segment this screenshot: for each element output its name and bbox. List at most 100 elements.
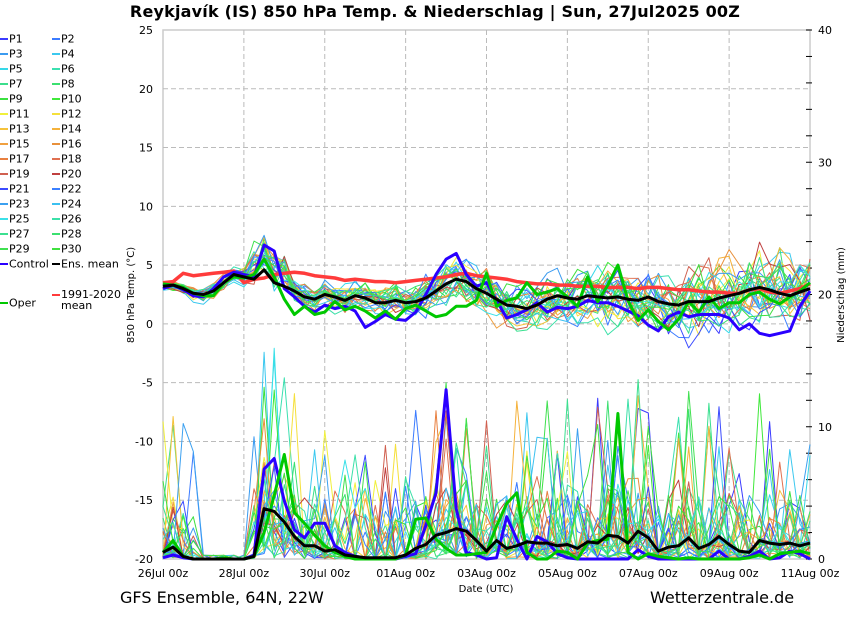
- legend-swatch: [52, 83, 60, 85]
- y-tick-label: 0: [146, 318, 153, 331]
- legend-label: P28: [61, 227, 82, 241]
- legend-label: P10: [61, 92, 82, 106]
- y2-tick-label: 40: [818, 24, 832, 37]
- legend-label: P17: [9, 152, 30, 166]
- legend-swatch: [52, 128, 60, 130]
- y2-tick-label: 20: [818, 289, 832, 302]
- legend-item: Control: [0, 257, 49, 271]
- y2-tick-label: 10: [818, 421, 832, 434]
- legend-swatch: [0, 53, 8, 55]
- y-tick-label: -10: [135, 435, 153, 448]
- legend-swatch: [0, 143, 8, 145]
- legend-swatch: [0, 302, 8, 304]
- legend-item: P3: [0, 47, 23, 61]
- legend-swatch: [0, 113, 8, 115]
- legend-swatch: [52, 98, 60, 100]
- legend-swatch: [0, 38, 8, 40]
- legend-swatch: [52, 173, 60, 175]
- y-tick-label: 5: [146, 259, 153, 272]
- legend-item: P1: [0, 32, 23, 46]
- member-precip-line-p28: [162, 408, 811, 560]
- legend-item: P28: [52, 227, 82, 241]
- legend-swatch: [0, 263, 8, 265]
- legend-label: P22: [61, 182, 82, 196]
- legend-label: P7: [9, 77, 23, 91]
- legend-swatch: [52, 203, 60, 205]
- y-tick-label: 25: [139, 24, 153, 37]
- legend-item: P15: [0, 137, 30, 151]
- y-tick-label: -20: [135, 553, 153, 566]
- legend-label: P29: [9, 242, 30, 256]
- ens-mean-temp-line: [162, 268, 811, 311]
- legend-swatch: [52, 263, 60, 265]
- legend-label: P13: [9, 122, 30, 136]
- legend-item: P17: [0, 152, 30, 166]
- legend-label: P20: [61, 167, 82, 181]
- legend-item: P14: [52, 122, 82, 136]
- legend-swatch: [0, 68, 8, 70]
- y2-axis-title: Niederschlag (mm): [836, 247, 847, 343]
- legend-item: P23: [0, 197, 30, 211]
- legend-item: P22: [52, 182, 82, 196]
- legend-label: P8: [61, 77, 75, 91]
- x-tick-label: 30Jul 00z: [299, 567, 350, 580]
- member-temp-line-p30: [162, 257, 811, 318]
- legend-label: P3: [9, 47, 23, 61]
- x-tick-label: 07Aug 00z: [619, 567, 678, 580]
- footer-source: GFS Ensemble, 64N, 22W: [120, 588, 324, 607]
- legend-swatch: [52, 248, 60, 250]
- y-tick-label: -5: [142, 377, 153, 390]
- legend-label: Control: [9, 257, 49, 271]
- legend-swatch: [52, 53, 60, 55]
- legend-item: P16: [52, 137, 82, 151]
- legend-swatch: [0, 173, 8, 175]
- legend-label: P26: [61, 212, 82, 226]
- legend-item: P5: [0, 62, 23, 76]
- legend-label: P21: [9, 182, 30, 196]
- legend-swatch: [52, 293, 60, 296]
- legend-label: P5: [9, 62, 23, 76]
- legend-swatch: [52, 158, 60, 160]
- legend-swatch: [52, 68, 60, 70]
- legend-label: P24: [61, 197, 82, 211]
- footer-site[interactable]: Wetterzentrale.de: [650, 588, 795, 607]
- x-tick-label: 26Jul 00z: [138, 567, 189, 580]
- x-tick-label: 01Aug 00z: [376, 567, 435, 580]
- legend-swatch: [0, 98, 8, 100]
- legend-label: P11: [9, 107, 30, 121]
- legend-label: P18: [61, 152, 82, 166]
- legend-item: P27: [0, 227, 30, 241]
- legend-label: P15: [9, 137, 30, 151]
- legend-item: P30: [52, 242, 82, 256]
- legend-swatch: [52, 113, 60, 115]
- legend-item: P21: [0, 182, 30, 196]
- control-temp-line: [162, 243, 812, 338]
- legend-item: P4: [52, 47, 75, 61]
- y-tick-label: -15: [135, 494, 153, 507]
- x-tick-label: 03Aug 00z: [457, 567, 516, 580]
- legend-label: P6: [61, 62, 75, 76]
- legend-swatch: [52, 218, 60, 220]
- legend-label: P12: [61, 107, 82, 121]
- y-tick-label: 15: [139, 142, 153, 155]
- legend-item: P11: [0, 107, 30, 121]
- legend-label: P14: [61, 122, 82, 136]
- y2-tick-label: 30: [818, 156, 832, 169]
- legend-item: Oper: [0, 296, 36, 310]
- member-precip-line-p26: [162, 398, 811, 560]
- legend-swatch: [0, 248, 8, 250]
- member-temp-line-p29: [162, 240, 811, 321]
- legend-label: P9: [9, 92, 23, 106]
- legend-label: P19: [9, 167, 30, 181]
- legend-item: P13: [0, 122, 30, 136]
- legend-item: P9: [0, 92, 23, 106]
- legend-swatch: [0, 233, 8, 235]
- legend-label: P30: [61, 242, 82, 256]
- x-tick-label: 28Jul 00z: [219, 567, 270, 580]
- legend-item: P10: [52, 92, 82, 106]
- legend-swatch: [52, 143, 60, 145]
- y-tick-label: 10: [139, 200, 153, 213]
- ens-mean-precip-line: [162, 507, 811, 561]
- x-tick-label: 09Aug 00z: [700, 567, 759, 580]
